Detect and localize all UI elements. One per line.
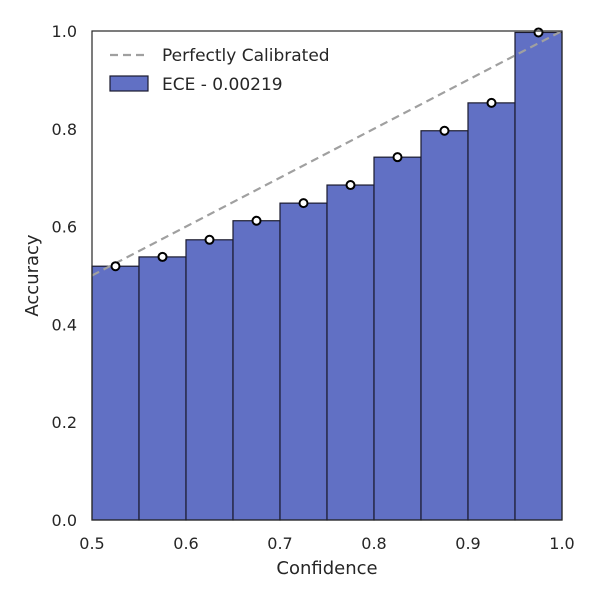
accuracy-point [251,215,262,226]
y-tick-label: 1.0 [52,22,77,41]
bar [232,220,281,521]
accuracy-point [486,97,497,108]
x-tick-label: 0.8 [361,534,386,553]
accuracy-point [345,180,356,191]
accuracy-point [298,198,309,209]
bar [279,202,328,521]
bar [91,265,140,521]
legend-bar-swatch [109,75,149,92]
y-tick-label: 0.2 [52,413,77,432]
x-axis-label: Confidence [276,558,377,579]
y-tick-label: 0.4 [52,315,77,334]
accuracy-point [533,27,544,38]
accuracy-point [110,261,121,272]
y-tick-label: 0.6 [52,218,77,237]
x-tick-label: 0.7 [267,534,292,553]
accuracy-point [204,234,215,245]
plot-frame [91,30,563,521]
bar [138,256,187,521]
bar [185,239,234,521]
legend-label-ece: ECE - 0.00219 [162,75,283,95]
bar [467,102,516,521]
accuracy-point [157,251,168,262]
bar [420,130,469,521]
y-tick-label: 0.8 [52,120,77,139]
bar [326,184,375,521]
y-axis-label: Accuracy [22,234,43,317]
accuracy-point [439,125,450,136]
bar [514,31,563,521]
x-tick-label: 0.6 [173,534,198,553]
x-tick-label: 0.9 [455,534,480,553]
x-tick-label: 1.0 [549,534,574,553]
accuracy-point [392,152,403,163]
bar [373,156,422,521]
perfectly-calibrated-line [91,30,563,277]
x-tick-label: 0.5 [79,534,104,553]
y-tick-label: 0.0 [52,511,77,530]
legend-label-perfectly-calibrated: Perfectly Calibrated [162,46,330,66]
